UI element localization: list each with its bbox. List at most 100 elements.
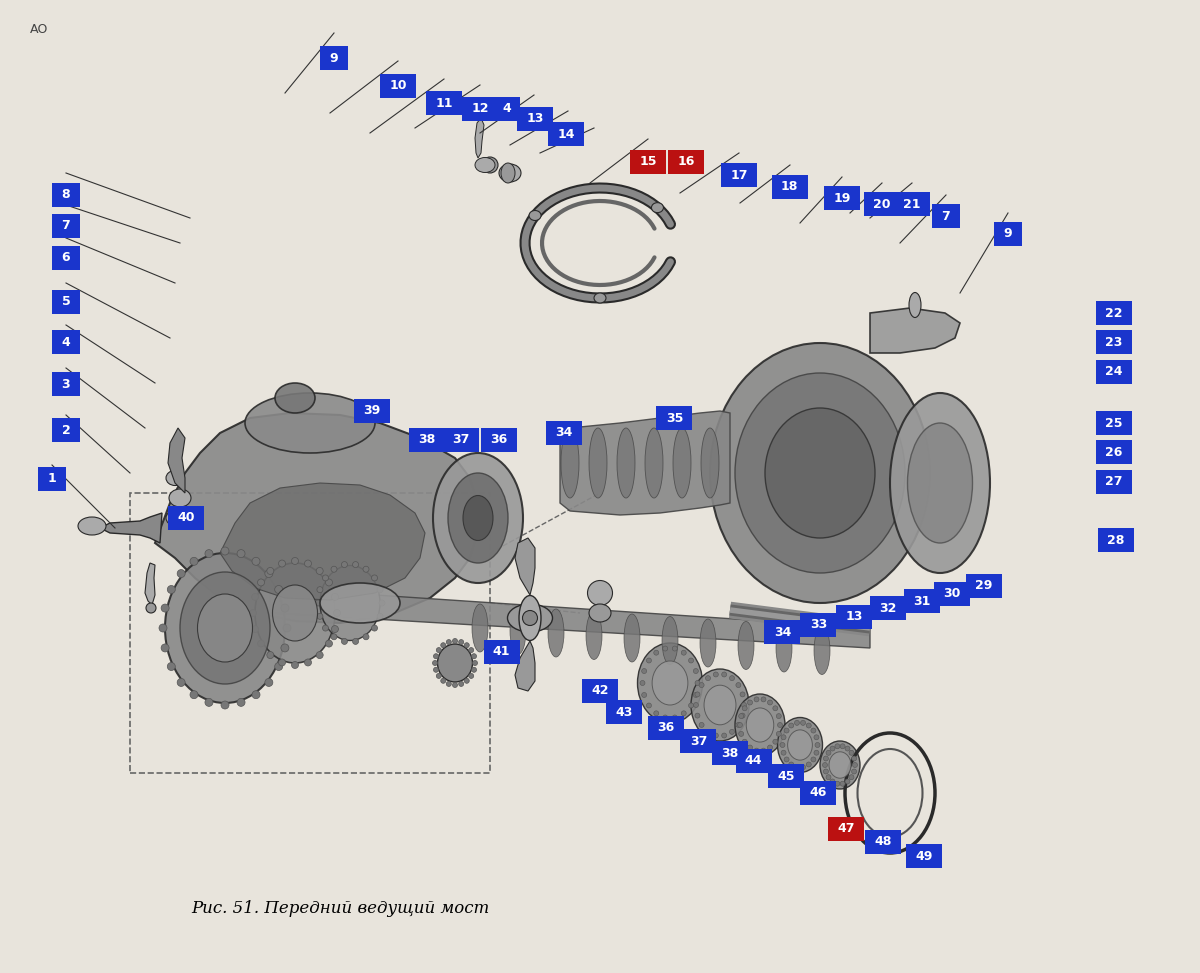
Ellipse shape: [835, 781, 840, 786]
Text: 4: 4: [61, 336, 71, 349]
Ellipse shape: [815, 742, 820, 747]
Ellipse shape: [510, 606, 526, 655]
Ellipse shape: [848, 750, 854, 755]
FancyBboxPatch shape: [1096, 360, 1132, 383]
FancyBboxPatch shape: [492, 97, 521, 121]
Ellipse shape: [640, 680, 646, 686]
Ellipse shape: [440, 678, 445, 683]
Ellipse shape: [830, 746, 835, 751]
Ellipse shape: [342, 638, 348, 644]
Ellipse shape: [166, 471, 184, 486]
Ellipse shape: [433, 667, 438, 672]
Ellipse shape: [458, 639, 463, 644]
Ellipse shape: [706, 730, 710, 735]
Ellipse shape: [800, 720, 805, 725]
Ellipse shape: [446, 639, 451, 644]
Ellipse shape: [835, 743, 840, 749]
Ellipse shape: [520, 595, 541, 640]
Text: 49: 49: [916, 849, 932, 863]
FancyBboxPatch shape: [712, 741, 748, 765]
Ellipse shape: [258, 579, 264, 586]
Ellipse shape: [588, 581, 612, 605]
FancyBboxPatch shape: [1096, 470, 1132, 493]
FancyBboxPatch shape: [462, 97, 498, 121]
Ellipse shape: [730, 730, 734, 735]
FancyBboxPatch shape: [52, 373, 80, 396]
Text: 14: 14: [558, 127, 575, 141]
Ellipse shape: [768, 745, 773, 750]
Ellipse shape: [773, 705, 778, 711]
Ellipse shape: [272, 585, 318, 641]
Ellipse shape: [788, 762, 793, 767]
Ellipse shape: [823, 769, 828, 774]
Ellipse shape: [784, 757, 790, 762]
FancyBboxPatch shape: [865, 830, 901, 853]
Ellipse shape: [754, 748, 760, 753]
Ellipse shape: [265, 678, 272, 686]
Ellipse shape: [761, 697, 766, 702]
Ellipse shape: [161, 604, 169, 612]
Ellipse shape: [826, 750, 832, 755]
Ellipse shape: [781, 735, 786, 739]
Ellipse shape: [784, 728, 790, 733]
Ellipse shape: [469, 673, 474, 678]
Polygon shape: [270, 588, 870, 648]
Text: 37: 37: [690, 735, 707, 748]
FancyBboxPatch shape: [484, 640, 520, 664]
Ellipse shape: [742, 739, 748, 744]
Ellipse shape: [689, 703, 694, 708]
Text: 40: 40: [178, 511, 194, 524]
FancyBboxPatch shape: [52, 183, 80, 206]
Ellipse shape: [738, 723, 743, 728]
Ellipse shape: [250, 609, 257, 617]
Ellipse shape: [617, 428, 635, 498]
Text: 23: 23: [1105, 336, 1122, 349]
Ellipse shape: [166, 553, 286, 703]
Ellipse shape: [776, 713, 781, 719]
Ellipse shape: [746, 708, 774, 742]
Ellipse shape: [437, 673, 442, 678]
Ellipse shape: [323, 625, 329, 631]
Ellipse shape: [167, 586, 175, 594]
Ellipse shape: [594, 293, 606, 303]
Text: 41: 41: [493, 645, 510, 659]
Polygon shape: [155, 413, 478, 623]
Text: 5: 5: [61, 295, 71, 308]
Ellipse shape: [275, 663, 283, 670]
Ellipse shape: [637, 643, 702, 723]
Text: 9: 9: [329, 52, 338, 65]
Text: Рис. 51. Передний ведущий мост: Рис. 51. Передний ведущий мост: [191, 900, 490, 917]
Ellipse shape: [814, 735, 818, 739]
Ellipse shape: [316, 567, 323, 574]
FancyBboxPatch shape: [1096, 331, 1132, 354]
Ellipse shape: [701, 428, 719, 498]
Ellipse shape: [275, 586, 283, 594]
Ellipse shape: [781, 750, 786, 755]
Ellipse shape: [379, 600, 385, 606]
Polygon shape: [145, 563, 155, 605]
Ellipse shape: [325, 579, 332, 586]
Ellipse shape: [432, 661, 438, 666]
Text: 13: 13: [527, 112, 544, 126]
FancyBboxPatch shape: [894, 193, 930, 216]
Text: 7: 7: [941, 209, 950, 223]
FancyBboxPatch shape: [906, 845, 942, 868]
Ellipse shape: [438, 644, 473, 682]
FancyBboxPatch shape: [966, 574, 1002, 597]
Ellipse shape: [256, 563, 335, 663]
Polygon shape: [870, 308, 960, 353]
Ellipse shape: [281, 644, 289, 652]
Ellipse shape: [238, 699, 245, 706]
FancyBboxPatch shape: [481, 428, 517, 451]
Ellipse shape: [167, 663, 175, 670]
Ellipse shape: [848, 775, 854, 779]
Ellipse shape: [811, 757, 816, 762]
FancyBboxPatch shape: [354, 399, 390, 422]
Ellipse shape: [281, 604, 289, 612]
FancyBboxPatch shape: [828, 817, 864, 841]
Ellipse shape: [529, 210, 541, 221]
Ellipse shape: [740, 713, 745, 718]
Text: 44: 44: [745, 754, 762, 768]
FancyBboxPatch shape: [836, 605, 872, 629]
Polygon shape: [100, 513, 162, 543]
